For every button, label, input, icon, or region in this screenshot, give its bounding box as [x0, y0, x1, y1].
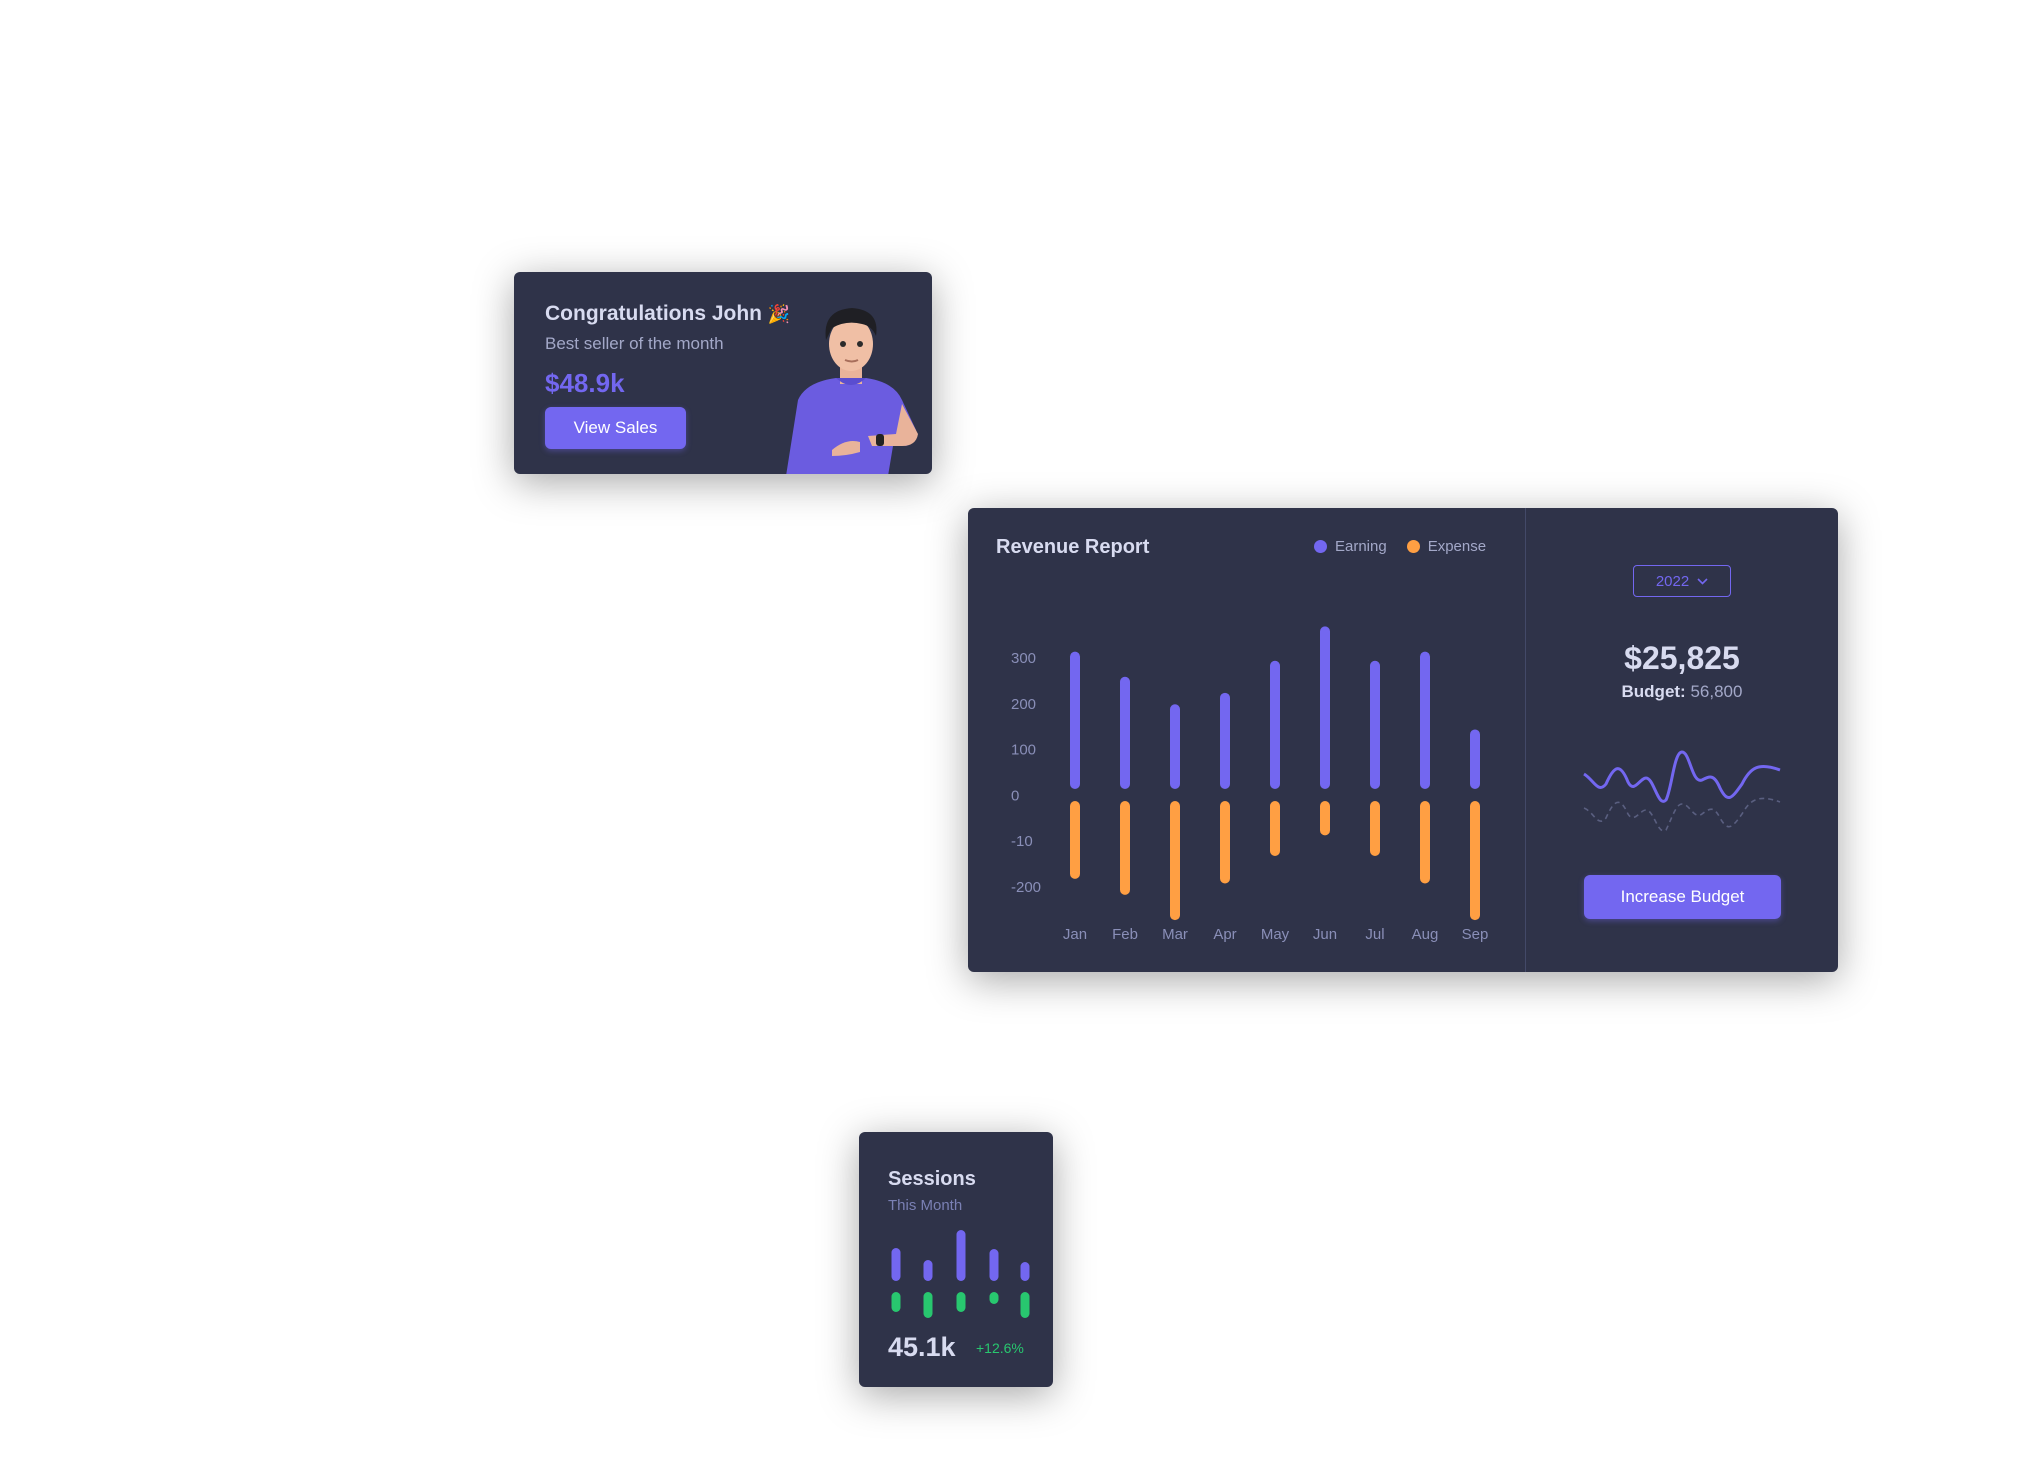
- sessions-change: +12.6%: [976, 1340, 1024, 1356]
- revenue-total: $25,825: [1624, 640, 1740, 676]
- x-tick-label: Apr: [1213, 926, 1236, 943]
- sessions-purple-bar: [956, 1230, 966, 1281]
- sessions-green-bar: [891, 1292, 901, 1312]
- sessions-card: Sessions This Month 45.1k +12.6%: [859, 1132, 1053, 1387]
- y-tick-label: 200: [1011, 696, 1036, 713]
- x-tick-label: Jun: [1313, 926, 1337, 943]
- x-tick-label: Feb: [1112, 926, 1138, 943]
- legend-expense-label: Expense: [1427, 538, 1487, 555]
- sessions-title: Sessions: [888, 1168, 976, 1190]
- congrats-subtitle: Best seller of the month: [545, 334, 724, 353]
- view-sales-button[interactable]: View Sales: [545, 407, 686, 449]
- chevron-down-icon: [1697, 577, 1708, 585]
- earning-bar: [1220, 692, 1230, 789]
- y-tick-label: 0: [1011, 787, 1019, 804]
- year-dropdown[interactable]: 2022: [1633, 565, 1731, 597]
- sessions-green-bar: [956, 1292, 966, 1312]
- congrats-title-text: Congratulations John: [545, 302, 762, 325]
- sessions-green-bar: [989, 1292, 999, 1304]
- sessions-purple-bar: [891, 1248, 901, 1281]
- congrats-title: Congratulations John 🎉: [545, 302, 790, 326]
- legend-expense-dot: [1406, 540, 1420, 553]
- expense-bar: [1370, 801, 1380, 856]
- sparkline-primary: [1583, 750, 1781, 803]
- budget-line: Budget: 56,800: [1526, 682, 1838, 702]
- party-popper-icon: 🎉: [767, 304, 791, 324]
- budget-sparkline: [1583, 750, 1781, 832]
- earning-bar: [1470, 729, 1480, 789]
- y-tick-label: 300: [1011, 650, 1036, 667]
- earning-bar: [1120, 676, 1130, 789]
- sessions-purple-bar: [989, 1249, 999, 1281]
- expense-bar: [1470, 801, 1480, 921]
- earning-bar: [1270, 660, 1280, 789]
- revenue-bar-chart: 300 200 100 0 -10 -200 Jan Feb Mar Apr May Jun Jul Au…: [1011, 626, 1489, 943]
- x-tick-label: Jul: [1365, 926, 1384, 943]
- person-avatar-illustration: [786, 308, 918, 474]
- increase-budget-button[interactable]: Increase Budget: [1584, 875, 1781, 919]
- expense-bar: [1220, 801, 1230, 884]
- panel-divider: [1525, 508, 1526, 972]
- congrats-amount: $48.9k: [545, 368, 625, 398]
- earning-bar: [1370, 660, 1380, 789]
- sessions-subtitle: This Month: [888, 1197, 963, 1214]
- x-tick-label: Aug: [1412, 926, 1439, 943]
- earning-bar: [1070, 651, 1080, 789]
- earning-bar: [1320, 626, 1330, 789]
- expense-bar: [1270, 801, 1280, 856]
- y-tick-label: 100: [1011, 742, 1036, 759]
- sessions-green-bar: [923, 1292, 933, 1318]
- y-tick-label: -200: [1011, 879, 1041, 896]
- x-tick-label: Jan: [1063, 926, 1087, 943]
- sessions-purple-bar: [923, 1260, 933, 1281]
- budget-label: Budget:: [1621, 682, 1686, 701]
- x-tick-label: Mar: [1162, 926, 1188, 943]
- expense-bar: [1420, 801, 1430, 884]
- expense-bar: [1170, 801, 1180, 921]
- budget-value: 56,800: [1690, 682, 1743, 701]
- revenue-report-card: Revenue Report Earning Expense 300 200 100…: [968, 508, 1838, 972]
- earning-bar: [1170, 704, 1180, 789]
- congratulations-card: Congratulations John 🎉 Best seller of th…: [514, 272, 932, 474]
- legend-earning-dot: [1314, 540, 1327, 553]
- sessions-value: 45.1k: [888, 1332, 956, 1362]
- sessions-bar-chart: [891, 1230, 1030, 1318]
- expense-bar: [1070, 801, 1080, 879]
- revenue-title: Revenue Report: [996, 536, 1150, 558]
- x-tick-label: Sep: [1462, 926, 1489, 943]
- year-dropdown-value: 2022: [1655, 572, 1690, 590]
- sparkline-dashed: [1583, 797, 1781, 832]
- x-tick-label: May: [1261, 926, 1290, 943]
- sessions-green-bar: [1020, 1292, 1030, 1318]
- earning-bar: [1420, 651, 1430, 789]
- expense-bar: [1320, 801, 1330, 836]
- y-tick-label: -10: [1011, 833, 1033, 850]
- chart-legend: Earning Expense: [1314, 538, 1486, 555]
- legend-earning-label: Earning: [1335, 538, 1387, 555]
- expense-bar: [1120, 801, 1130, 895]
- sessions-purple-bar: [1020, 1262, 1030, 1281]
